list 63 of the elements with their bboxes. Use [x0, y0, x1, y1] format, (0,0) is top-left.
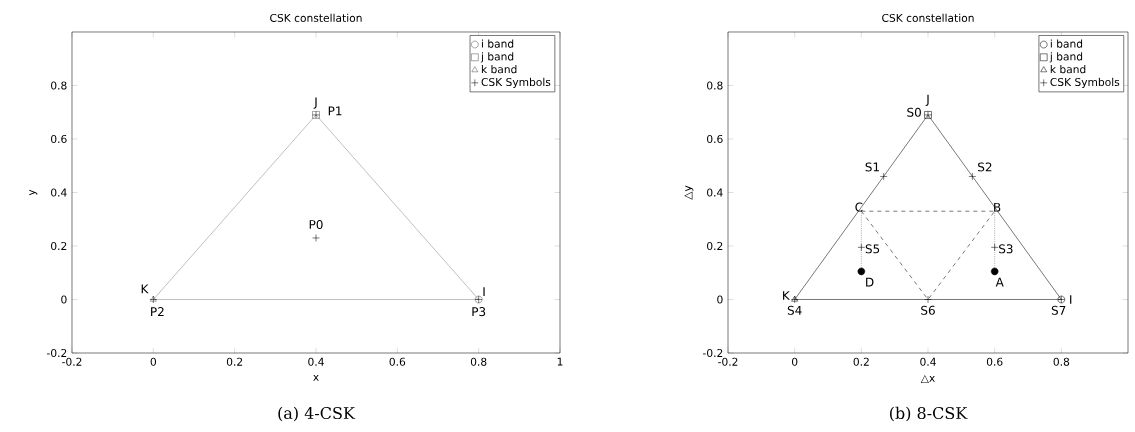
x-tick-label: 0.2	[853, 357, 869, 366]
x-tick-label: 0.4	[308, 357, 324, 366]
y-tick-label: 0	[717, 295, 723, 304]
legend-label: j band	[1049, 52, 1083, 63]
annotation: B	[994, 202, 1001, 212]
chart-title: CSK constellation	[882, 13, 974, 22]
y-tick-label: 0.2	[707, 241, 723, 251]
x-tick-label: 0.8	[1053, 357, 1070, 366]
x-tick-label: 0.4	[920, 357, 936, 366]
x-axis-title: x	[313, 374, 319, 381]
x-tick-label: 0.8	[470, 357, 487, 366]
x-tick-label: 0	[791, 357, 798, 366]
annotation: J	[313, 97, 317, 109]
annotation: S0	[907, 107, 921, 117]
y-tick-label: -0.2	[47, 348, 67, 358]
annotation: S2	[978, 162, 992, 172]
legend-label: i band	[481, 39, 514, 48]
annotation: P1	[328, 106, 342, 116]
text: (a) 4-CSK	[278, 406, 356, 422]
legend-label: i band	[1050, 39, 1083, 48]
annotation: S6	[921, 305, 935, 315]
x-tick-label: 0.2	[226, 357, 243, 366]
chart-title: CSK constellation	[270, 13, 362, 22]
annotation: S7	[1051, 305, 1066, 315]
x-tick-label: -0.2	[62, 357, 82, 366]
legend-label: k band	[1050, 65, 1086, 74]
y-axis-title: y	[29, 189, 38, 196]
x-tick-label: 1	[557, 357, 563, 366]
legend-label: j band	[480, 52, 514, 63]
legend-label: CSK Symbols	[1050, 77, 1120, 89]
y-tick-label: 0.2	[51, 241, 67, 251]
y-tick-label: 0.8	[51, 81, 67, 90]
x-tick-label: 0	[150, 357, 157, 366]
y-tick-label: 0.4	[51, 188, 67, 197]
y-tick-label: -0.2	[703, 348, 723, 358]
annotation: I	[1070, 295, 1072, 304]
x-axis-title: △x	[920, 374, 935, 384]
annotation: C	[855, 202, 863, 212]
annotation: S5	[865, 244, 880, 254]
y-tick-label: 0.4	[707, 188, 723, 197]
y-axis-title: △y	[684, 185, 694, 200]
y-tick-label: 0.6	[707, 134, 723, 144]
annotation: D	[866, 277, 874, 287]
annotation: A	[995, 277, 1004, 287]
x-tick-label: -0.2	[718, 357, 738, 366]
annotation: P0	[309, 219, 323, 230]
text: (b) 8-CSK	[890, 406, 968, 422]
annotation: S4	[787, 305, 802, 315]
annotation: J	[925, 94, 929, 106]
legend-label: k band	[481, 65, 517, 74]
y-tick-label: 0	[61, 295, 67, 304]
y-tick-label: 0.6	[51, 134, 67, 144]
x-tick-label: 0.6	[389, 357, 406, 366]
annotation: P3	[472, 307, 486, 317]
x-tick-label: 0.6	[986, 357, 1003, 366]
annotation: I	[483, 287, 485, 296]
annotation: K	[783, 291, 790, 300]
legend-label: CSK Symbols	[481, 77, 551, 89]
annotation: K	[141, 284, 149, 294]
annotation: S3	[999, 244, 1013, 254]
annotation: S1	[865, 162, 879, 172]
annotation: P2	[151, 307, 164, 316]
y-tick-label: 0.8	[707, 81, 723, 90]
